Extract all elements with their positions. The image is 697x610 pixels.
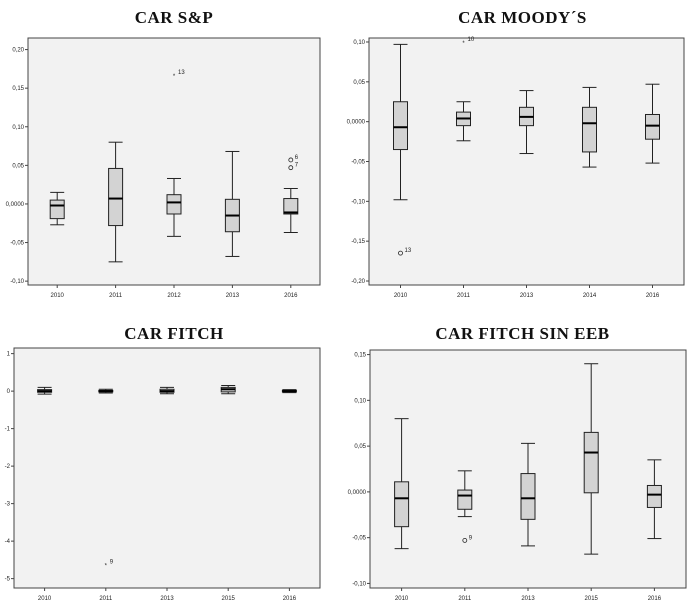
y-tick-label: 0,0000 [347,120,366,126]
outlier-label: 10 [468,37,475,43]
chart-panel-car-fitch-sin-eeb: CAR FITCH SIN EEB -0,10 -0,05 0,0000 0,05 0,… [348,320,697,610]
chart-title: CAR MOODY´S [458,8,587,27]
y-tick-label: 0,05 [12,163,24,169]
box-iqr [108,167,124,227]
y-tick-label: 0,20 [12,48,24,54]
plot-frame [13,347,321,589]
box-iqr [283,198,299,215]
y-tick-label: 0,10 [353,40,365,46]
box-iqr [645,113,660,140]
outlier-circle-marker [398,250,403,256]
outlier-circle-marker [462,537,468,543]
x-tick-label: 2011 [109,293,123,299]
x-tick-label: 2015 [222,596,236,602]
chart-plot: -0,10 -0,05 0,0000 0,05 0,10 0,15 0,20 2010 2011… [6,37,321,299]
y-tick-label: 1 [7,352,11,358]
outlier-star-marker: * [462,41,465,47]
box-iqr [394,481,410,528]
y-tick-label: 0,15 [12,86,24,92]
outlier-label: 9 [110,559,114,565]
y-tick-label: -2 [5,464,11,470]
x-tick-label: 2010 [395,596,409,602]
y-tick-label: -0,05 [10,241,24,247]
x-tick-label: 2015 [585,596,599,602]
chart-panel-car-fitch: CAR FITCH -5 -4 -3 -2 -1 0 1 2010 2011 2013 2015 20… [0,320,348,610]
box-iqr [520,473,536,520]
chart-plot: -0,10 -0,05 0,0000 0,05 0,10 0,15 2010 2011 2013… [348,349,687,602]
chart-plot: -0,20 -0,15 -0,10 -0,05 0,0000 0,05 0,10 2010 20… [347,37,685,299]
x-tick-label: 2010 [51,293,65,299]
y-tick-label: 0,15 [354,353,366,359]
y-tick-label: -0,10 [352,581,366,587]
chart-title: CAR FITCH [124,324,224,343]
y-tick-label: -0,10 [10,279,24,285]
x-tick-label: 2013 [226,293,240,299]
box-iqr [393,101,408,151]
x-tick-label: 2013 [160,596,174,602]
plot-frame [368,37,685,286]
y-tick-label: -1 [5,427,11,433]
y-tick-label: -5 [5,577,11,583]
y-tick-label: -3 [5,502,11,508]
x-tick-label: 2016 [648,596,662,602]
y-tick-label: -0,20 [351,279,365,285]
box-iqr [166,194,182,215]
box-iqr [582,106,597,153]
x-tick-label: 2014 [583,293,597,299]
y-tick-label: 0 [7,389,11,395]
chart-panel-car-sp: CAR S&P -0,10 -0,05 0,0000 0,05 0,10 0,15 0,20… [0,0,348,300]
box-iqr [457,489,473,510]
outlier-label: 9 [469,535,473,541]
outlier-label: 6 [295,155,299,161]
x-tick-label: 2012 [167,293,181,299]
outlier-star-marker: * [173,74,176,80]
y-tick-label: -0,05 [351,160,365,166]
x-tick-label: 2010 [38,596,52,602]
y-tick-label: 0,0000 [6,202,25,208]
y-tick-label: -0,10 [351,199,365,205]
chart-plot: -5 -4 -3 -2 -1 0 1 2010 2011 2013 2015 2016 *9 [5,347,321,602]
box-iqr [646,484,662,508]
y-tick-label: 0,05 [354,444,366,450]
y-tick-label: -4 [5,539,11,545]
plot-frame [27,37,321,286]
outlier-star-marker: * [105,563,108,569]
y-tick-label: 0,05 [353,80,365,86]
outlier-label: 7 [295,163,299,169]
outlier-circle-marker [288,157,294,163]
outlier-circle-marker [288,165,294,171]
chart-title: CAR S&P [134,8,214,27]
x-tick-label: 2016 [283,596,297,602]
x-tick-label: 2016 [646,293,660,299]
x-tick-label: 2011 [457,293,471,299]
x-tick-label: 2011 [458,596,472,602]
chart-title: CAR FITCH SIN EEB [435,324,610,343]
x-tick-label: 2010 [394,293,408,299]
box-iqr [49,199,65,220]
x-tick-label: 2011 [99,596,113,602]
y-tick-label: -0,15 [351,239,365,245]
y-tick-label: 0,10 [354,398,366,404]
x-tick-label: 2013 [520,293,534,299]
outlier-label: 13 [178,70,185,76]
x-tick-label: 2013 [521,596,535,602]
outlier-label: 13 [405,248,412,254]
y-tick-label: -0,05 [352,536,366,542]
y-tick-label: 0,10 [12,125,24,131]
y-tick-label: 0,0000 [348,490,367,496]
chart-panel-car-moodys: CAR MOODY´S -0,20 -0,15 -0,10 -0,05 0,0000 0,… [347,0,697,300]
x-tick-label: 2016 [284,293,298,299]
box-iqr [583,431,599,494]
